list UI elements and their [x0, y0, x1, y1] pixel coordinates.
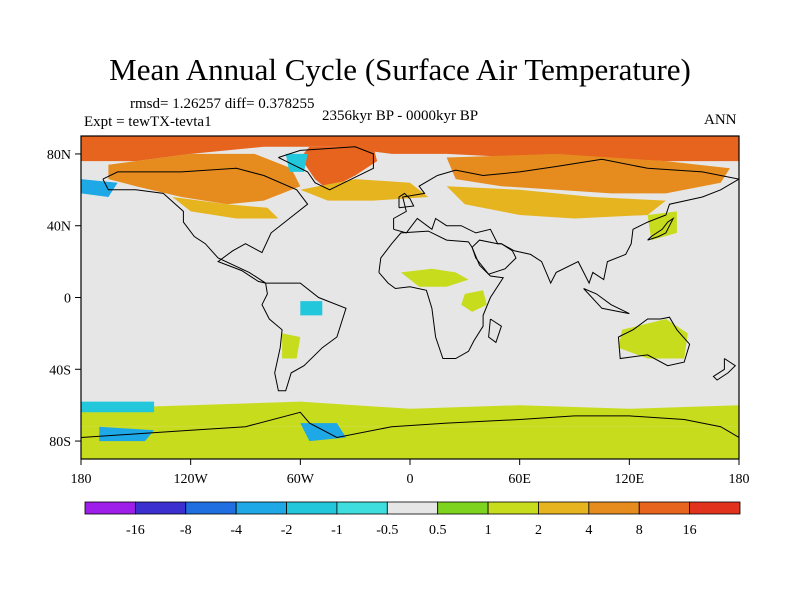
coastline-australia — [617, 316, 691, 367]
period-label: 2356kyr BP - 0000kyr BP — [322, 108, 479, 124]
lat-tick-label: 40N — [47, 220, 71, 235]
region-north-atlantic-warm — [300, 179, 429, 201]
season-label: ANN — [704, 112, 737, 128]
region-southern-ocean-cool — [81, 401, 155, 413]
region-eurasia-north-warm — [446, 153, 730, 194]
region-africa-east-warm — [461, 290, 487, 312]
lon-tick-label: 120E — [615, 472, 645, 487]
lat-tick-label: 40S — [49, 363, 71, 378]
coastline-arabia — [471, 239, 517, 275]
colorbar-swatch — [689, 501, 741, 515]
lon-tick-label: 180 — [729, 472, 750, 487]
coastline-south-america — [261, 282, 347, 392]
region-antarctica-warm — [81, 426, 739, 459]
experiment-label: Expt = tewTX-tevta1 — [84, 114, 212, 130]
colorbar-swatch — [638, 501, 691, 515]
region-greenland-strong-warm — [300, 146, 378, 190]
region-north-america-mild — [172, 197, 279, 219]
lon-tick-label: 120W — [174, 472, 209, 487]
colorbar-label: -1 — [331, 523, 343, 538]
colorbar-swatch — [336, 501, 388, 515]
colorbar-label: 4 — [585, 523, 592, 538]
colorbar-swatch — [84, 501, 136, 515]
coastline-greenland — [278, 146, 374, 191]
colorbar-swatch — [437, 501, 489, 515]
coastline-north-america — [102, 167, 309, 284]
colorbar-label: -2 — [281, 523, 293, 538]
coastline-eurasia — [393, 158, 739, 285]
region-greenland-coast-cool — [285, 153, 308, 172]
colorbar-label: -0.5 — [376, 523, 398, 538]
lat-tick-label: 80S — [49, 435, 71, 450]
coastline-new-zealand — [712, 358, 737, 381]
region-arctic-ocean-warm — [81, 136, 739, 162]
coastline-uk — [398, 192, 415, 209]
colorbar-swatch — [185, 501, 237, 515]
region-north-america-warm — [108, 153, 301, 205]
colorbar-swatch — [386, 501, 439, 515]
stats-label: rmsd= 1.26257 diff= 0.378255 — [130, 96, 315, 112]
region-north-pacific-cool — [81, 179, 118, 197]
lat-tick-label: 0 — [64, 292, 71, 307]
colorbar-swatch — [286, 501, 338, 515]
lon-tick-label: 60E — [508, 472, 531, 487]
coastline-africa — [378, 230, 505, 359]
lon-tick-label: 60W — [287, 472, 315, 487]
coastline-madagascar — [488, 318, 502, 344]
colorbar-swatch — [235, 501, 287, 515]
lat-tick-label: 80N — [47, 148, 71, 163]
colorbar-label: -8 — [180, 523, 192, 538]
region-ross-sea-cool — [99, 426, 155, 442]
lon-tick-label: 0 — [407, 472, 414, 487]
anomaly-regions — [81, 136, 739, 459]
latitude-axis: 80N 40N 0 40S 80S — [47, 148, 81, 450]
coastlines — [81, 146, 739, 439]
lon-tick-label: 180 — [71, 472, 92, 487]
colorbar: -16 -8 -4 -2 -1 -0.5 0.5 1 2 4 8 16 — [84, 501, 741, 538]
colorbar-swatch — [134, 501, 187, 515]
colorbar-swatch — [588, 501, 640, 515]
region-japan-warm — [647, 211, 677, 241]
colorbar-swatch — [487, 501, 539, 515]
region-australia-warm — [618, 319, 688, 359]
longitude-axis: 180 120W 60W 0 60E 120E 180 — [71, 459, 750, 487]
region-eurasia-central-warm — [446, 186, 666, 219]
coastline-indonesia — [583, 288, 630, 315]
colorbar-label: 0.5 — [429, 523, 447, 538]
colorbar-label: -4 — [230, 523, 242, 538]
colorbar-label: -16 — [126, 523, 145, 538]
region-amazon-cool — [300, 301, 323, 316]
coastline-japan — [647, 217, 675, 241]
colorbar-label: 1 — [485, 523, 492, 538]
plot-title: Mean Annual Cycle (Surface Air Temperatu… — [109, 52, 691, 87]
colorbar-label: 8 — [636, 523, 643, 538]
colorbar-swatch — [538, 501, 590, 515]
colorbar-label: 16 — [683, 523, 697, 538]
colorbar-label: 2 — [535, 523, 542, 538]
coastline-antarctica — [81, 411, 739, 439]
map-area — [80, 135, 740, 460]
region-southern-ocean-warm — [81, 401, 739, 427]
region-south-america-warm — [282, 333, 301, 359]
region-africa-sahel-warm — [400, 268, 469, 287]
